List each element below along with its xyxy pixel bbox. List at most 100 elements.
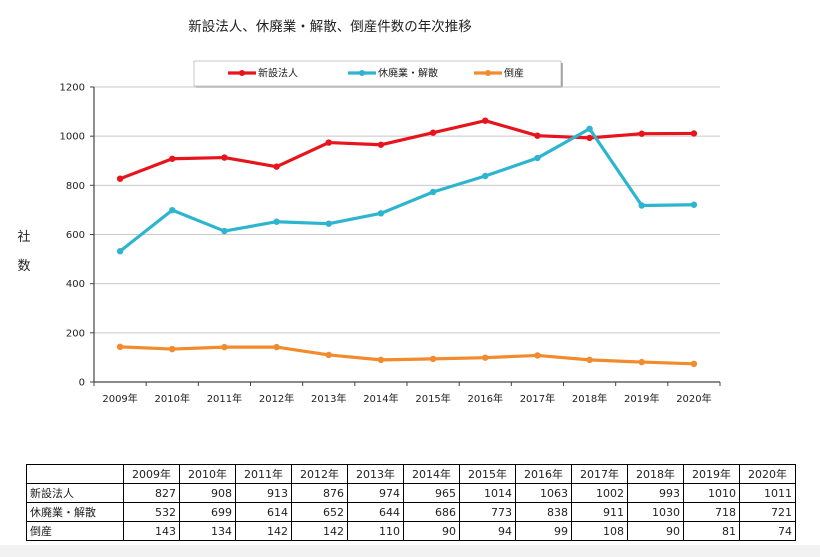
data-point <box>325 139 332 146</box>
data-point <box>586 134 593 142</box>
data-point <box>690 130 698 137</box>
y-tick-label: 200 <box>66 328 85 339</box>
table-year-header: 2014年 <box>403 464 460 484</box>
chart-title: 新設法人、休廃業・解散、倒産件数の年次推移 <box>188 18 472 35</box>
data-point <box>534 352 541 359</box>
table-cell: 1030 <box>627 502 684 522</box>
data-point <box>534 154 541 162</box>
table-cell: 993 <box>627 483 684 503</box>
series-line-2 <box>119 127 694 253</box>
legend-marker <box>359 70 365 76</box>
table-cell: 908 <box>179 483 236 503</box>
table-cell: 699 <box>179 502 236 522</box>
data-point <box>482 172 489 180</box>
table-cell: 99 <box>515 521 572 541</box>
data-point <box>377 356 385 364</box>
table-cell: 142 <box>291 521 348 541</box>
data-point <box>377 210 385 217</box>
data-point <box>586 356 593 364</box>
legend: 新設法人 休廃業・解散 倒産 <box>193 60 563 88</box>
y-tick-label: 0 <box>79 378 85 389</box>
table-cell: 614 <box>235 502 292 522</box>
data-point <box>169 345 176 353</box>
data-point <box>482 117 489 124</box>
series-group <box>116 117 698 368</box>
table-cell: 686 <box>403 502 460 522</box>
table-cell: 1063 <box>515 483 572 503</box>
data-point <box>638 202 645 209</box>
y-tick-label: 800 <box>66 181 85 192</box>
grid <box>90 86 720 383</box>
axes <box>93 87 721 386</box>
table-cell: 1014 <box>459 483 516 503</box>
table-year-header: 2010年 <box>179 464 236 484</box>
x-tick-label: 2017年 <box>520 392 555 405</box>
y-axis-label-char-2: 数 <box>17 259 30 274</box>
x-tick-label: 2014年 <box>363 392 398 405</box>
table-row-label: 休廃業・解散 <box>26 502 124 522</box>
legend-marker <box>485 70 491 76</box>
data-point <box>116 343 124 351</box>
data-point <box>690 360 698 368</box>
data-point <box>586 125 593 132</box>
y-tick-label: 1000 <box>60 132 85 143</box>
table-year-header: 2013年 <box>347 464 404 484</box>
table-cell: 142 <box>235 521 292 541</box>
table-cell: 721 <box>739 502 796 522</box>
table-header-row: 2009年 2010年 2011年 2012年 2013年 2014年 2015年 2016年… <box>26 464 796 484</box>
table-year-header: 2015年 <box>459 464 516 484</box>
table-cell: 94 <box>459 521 516 541</box>
data-point <box>221 154 228 161</box>
line-chart: 新設法人、休廃業・解散、倒産件数の年次推移 新設法人 休廃業・解散 倒産 0 200 4… <box>17 18 721 405</box>
table-year-header: 2019年 <box>683 464 740 484</box>
table-row-label: 新設法人 <box>26 483 124 503</box>
table-cell: 1002 <box>571 483 628 503</box>
table-cell: 81 <box>683 521 740 541</box>
table-year-header: 2011年 <box>235 464 292 484</box>
y-tick-label: 600 <box>66 230 85 241</box>
table-cell: 876 <box>291 483 348 503</box>
table-cell: 90 <box>403 521 460 541</box>
table-row: 倒産 143 134 142 142 110 90 94 99 108 90 81 74 <box>26 521 796 541</box>
legend-label-1: 新設法人 <box>258 67 298 80</box>
x-tick-label: 2013年 <box>311 392 346 405</box>
table-row-label: 倒産 <box>26 521 124 541</box>
data-point <box>273 343 280 351</box>
data-point <box>429 129 437 136</box>
legend-label-2: 休廃業・解散 <box>378 67 438 80</box>
table-cell: 74 <box>739 521 796 541</box>
data-point <box>221 227 228 235</box>
data-point <box>169 206 176 214</box>
data-point <box>325 351 332 359</box>
table-cell: 911 <box>571 502 628 522</box>
data-point <box>690 201 698 208</box>
legend-marker <box>239 70 245 76</box>
bottom-strip <box>0 545 820 557</box>
x-tick-label: 2011年 <box>207 392 242 405</box>
table-cell: 773 <box>459 502 516 522</box>
table-year-header: 2012年 <box>291 464 348 484</box>
table-year-header: 2017年 <box>571 464 628 484</box>
series-line-3 <box>120 345 694 366</box>
table-cell: 532 <box>123 502 180 522</box>
data-point <box>169 155 176 162</box>
y-axis-label-char-1: 社 <box>17 229 30 245</box>
data-point <box>273 218 280 225</box>
table-row: 新設法人 827 908 913 876 974 965 1014 1063 1002 993 101… <box>26 483 796 503</box>
table-row: 休廃業・解散 532 699 614 652 644 686 773 838 911 1030 718… <box>26 502 796 522</box>
table-year-header: 2018年 <box>627 464 684 484</box>
table-cell: 143 <box>123 521 180 541</box>
x-tick-label: 2020年 <box>676 392 711 405</box>
data-point <box>638 358 645 366</box>
table-cell: 110 <box>347 521 404 541</box>
data-point <box>116 175 124 182</box>
data-point <box>116 248 124 255</box>
x-tick-label: 2009年 <box>102 392 137 405</box>
table-cell: 965 <box>403 483 460 503</box>
data-point <box>377 141 385 148</box>
series-line-1 <box>119 119 694 181</box>
y-tick-label: 400 <box>66 279 85 290</box>
table-year-header: 2020年 <box>739 464 796 484</box>
table-cell: 974 <box>347 483 404 503</box>
table-cell: 913 <box>235 483 292 503</box>
